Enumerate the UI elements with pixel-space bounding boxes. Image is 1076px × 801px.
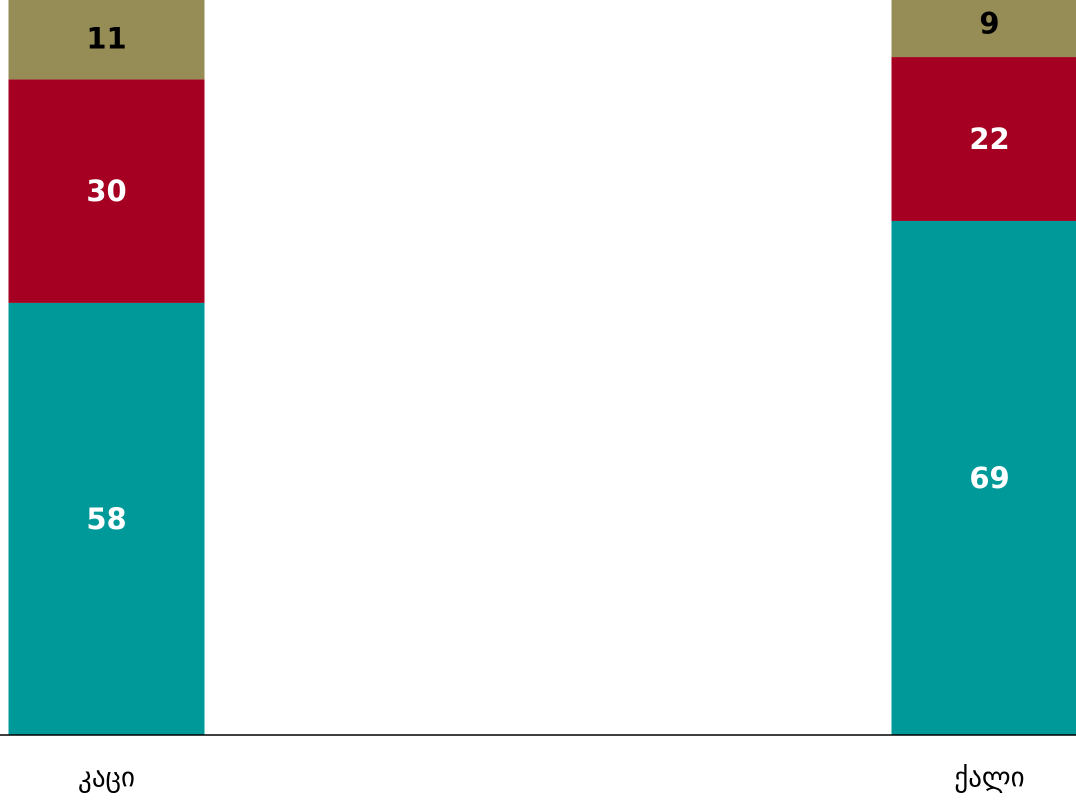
bars-group [8,0,1076,735]
bar-segment [8,79,205,303]
value-labels-group: 58 30 11 69 22 9 [86,7,1009,536]
category-label: კაცი [78,763,135,794]
bar-segment [891,57,1076,221]
data-label: 30 [86,174,126,208]
bar-segment [891,220,1076,735]
bar-segment [891,0,1076,58]
data-label: 22 [969,122,1009,156]
bar-segment [8,302,205,735]
category-label: ქალი [954,763,1024,794]
data-label: 11 [86,21,126,55]
data-label: 58 [86,502,126,536]
category-labels-group: კაცი ქალი [78,763,1025,794]
data-label: 69 [969,461,1009,495]
data-label: 9 [979,7,999,41]
bar-segment [8,0,205,80]
